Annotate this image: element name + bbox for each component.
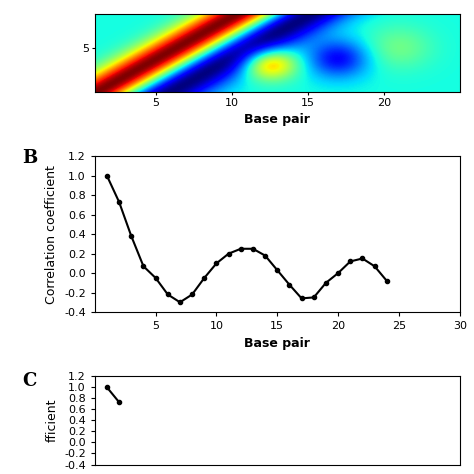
Y-axis label: Correlation coefficient: Correlation coefficient <box>46 165 58 304</box>
Text: C: C <box>22 372 36 390</box>
Y-axis label: fficient: fficient <box>46 399 58 442</box>
Text: B: B <box>22 148 37 166</box>
X-axis label: Base pair: Base pair <box>245 113 310 126</box>
X-axis label: Base pair: Base pair <box>245 337 310 350</box>
